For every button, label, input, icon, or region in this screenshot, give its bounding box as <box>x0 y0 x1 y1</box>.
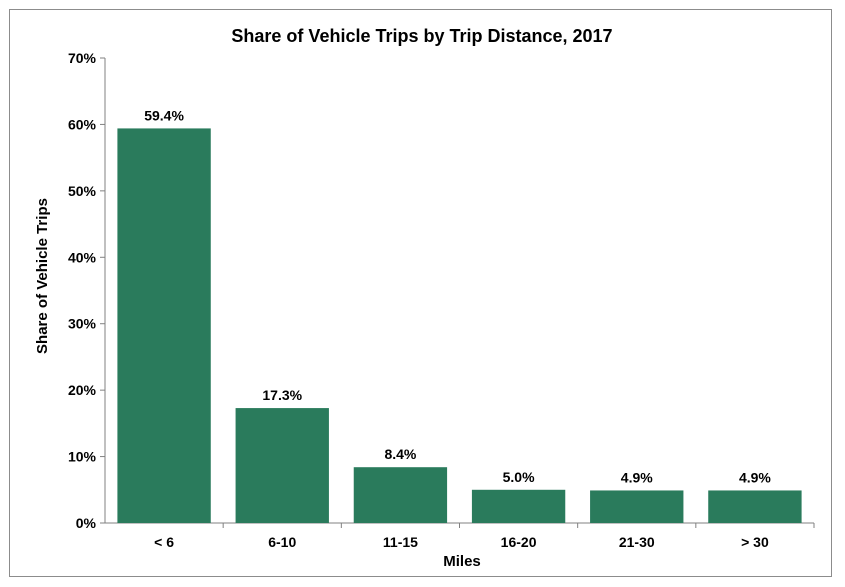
plot-area: 0% 10% 20% 30% 40% 50% 60% 70% 59.4% < 6 17.3% 6-10… <box>68 50 815 550</box>
bar <box>708 490 802 523</box>
data-label: 59.4% <box>144 107 184 123</box>
y-tick-label: 0% <box>76 515 97 531</box>
y-tick-label: 20% <box>68 382 97 398</box>
y-tick-label: 10% <box>68 449 97 465</box>
data-label: 8.4% <box>384 446 416 462</box>
chart-title: Share of Vehicle Trips by Trip Distance,… <box>231 26 612 46</box>
data-label: 17.3% <box>262 387 302 403</box>
x-tick-label: > 30 <box>741 534 769 550</box>
y-tick-label: 60% <box>68 116 97 132</box>
x-tick-label: 16-20 <box>501 534 537 550</box>
data-label: 4.9% <box>739 469 771 485</box>
x-tick-label: < 6 <box>154 534 174 550</box>
y-tick-label: 50% <box>68 183 97 199</box>
y-tick-label: 70% <box>68 50 97 66</box>
x-tick-label: 11-15 <box>383 534 418 550</box>
y-axis-label: Share of Vehicle Trips <box>34 198 51 354</box>
y-tick-label: 40% <box>68 249 97 265</box>
bar <box>235 408 329 523</box>
data-label: 5.0% <box>503 469 535 485</box>
bar <box>353 467 448 523</box>
x-tick-label: 21-30 <box>619 534 655 550</box>
bar <box>471 489 566 523</box>
x-tick-label: 6-10 <box>268 534 296 550</box>
y-tick-label: 30% <box>68 316 97 332</box>
x-axis-label: Miles <box>443 553 481 570</box>
data-label: 4.9% <box>621 469 653 485</box>
bar <box>117 128 211 523</box>
bar <box>590 490 684 523</box>
